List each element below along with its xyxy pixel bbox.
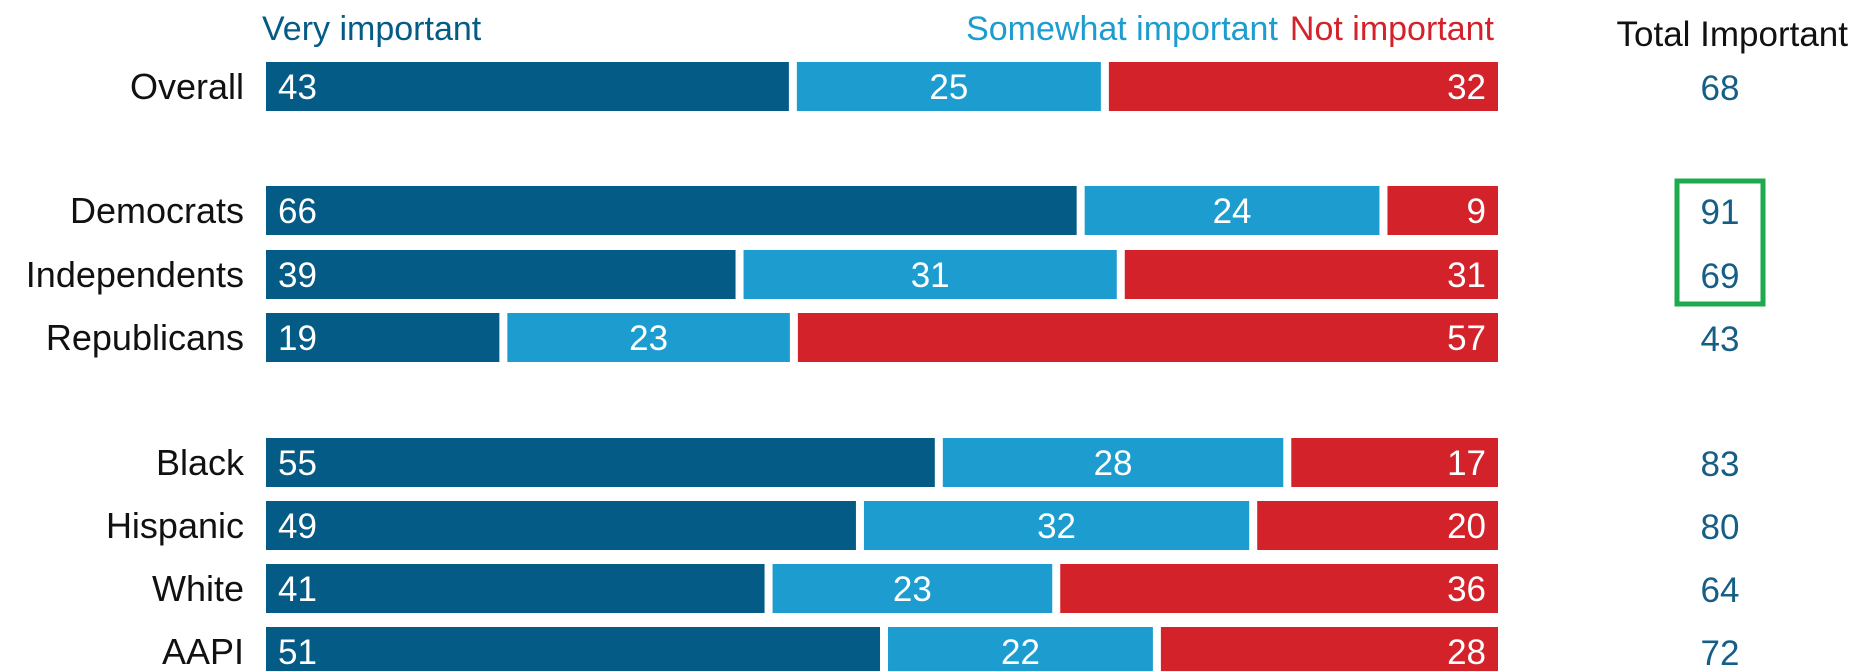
row-hispanic: Hispanic 49 32 20 80 — [106, 501, 1740, 550]
row-black: Black 55 28 17 83 — [156, 438, 1740, 487]
value-somewhat-important-hispanic: 32 — [1037, 507, 1076, 546]
bar-somewhat-important-black — [942, 438, 1284, 487]
bar-somewhat-important-republicans — [507, 313, 790, 362]
bar-very-important-white — [266, 564, 765, 613]
value-somewhat-important-republicans: 23 — [629, 319, 668, 358]
value-somewhat-important-white: 23 — [893, 570, 932, 609]
value-somewhat-important-overall: 25 — [929, 68, 968, 107]
total-important-header: Total Important — [1617, 15, 1849, 54]
chart-rows: Overall 43 25 32 68 Democrats 66 24 9 91 Independe… — [26, 62, 1766, 671]
row-label-white: White — [152, 568, 244, 609]
bar-very-important-hispanic — [266, 501, 856, 550]
row-label-republicans: Republicans — [46, 317, 244, 358]
row-label-hispanic: Hispanic — [106, 505, 244, 546]
bar-very-important-democrats — [266, 186, 1077, 235]
bar-not-important-overall — [1108, 62, 1498, 111]
bar-very-important-aapi — [266, 627, 881, 671]
value-not-important-overall: 32 — [1447, 68, 1486, 107]
value-very-important-black: 55 — [278, 444, 317, 483]
legend-somewhat-important: Somewhat important — [966, 10, 1278, 48]
total-republicans: 43 — [1701, 320, 1740, 359]
value-very-important-democrats: 66 — [278, 192, 317, 231]
value-very-important-aapi: 51 — [278, 633, 317, 671]
row-label-aapi: AAPI — [162, 631, 244, 671]
value-not-important-aapi: 28 — [1447, 633, 1486, 671]
bar-somewhat-important-overall — [796, 62, 1101, 111]
bar-somewhat-important-democrats — [1084, 186, 1380, 235]
total-aapi: 72 — [1701, 634, 1740, 671]
row-independents: Independents 39 31 31 69 — [26, 250, 1740, 299]
bar-not-important-democrats — [1387, 186, 1498, 235]
value-not-important-independents: 31 — [1447, 256, 1486, 295]
bar-very-important-independents — [266, 250, 736, 299]
legend-not-important: Not important — [1290, 10, 1495, 48]
value-not-important-black: 17 — [1447, 444, 1486, 483]
value-somewhat-important-black: 28 — [1094, 444, 1133, 483]
row-overall: Overall 43 25 32 68 — [130, 62, 1740, 111]
bar-somewhat-important-white — [772, 564, 1053, 613]
totals-highlight-box — [1674, 178, 1766, 307]
value-very-important-republicans: 19 — [278, 319, 317, 358]
row-white: White 41 23 36 64 — [152, 564, 1740, 613]
bar-not-important-aapi — [1160, 627, 1498, 671]
bar-not-important-white — [1060, 564, 1498, 613]
row-democrats: Democrats 66 24 9 91 — [70, 186, 1740, 235]
bar-not-important-republicans — [797, 313, 1498, 362]
bar-very-important-republicans — [266, 313, 500, 362]
value-very-important-white: 41 — [278, 570, 317, 609]
bar-very-important-overall — [266, 62, 789, 111]
bar-very-important-black — [266, 438, 935, 487]
value-not-important-republicans: 57 — [1447, 319, 1486, 358]
value-somewhat-important-independents: 31 — [911, 256, 950, 295]
row-label-democrats: Democrats — [70, 190, 244, 231]
value-very-important-hispanic: 49 — [278, 507, 317, 546]
bar-not-important-independents — [1124, 250, 1498, 299]
total-democrats: 91 — [1701, 193, 1740, 232]
total-black: 83 — [1701, 445, 1740, 484]
bar-not-important-hispanic — [1257, 501, 1498, 550]
value-somewhat-important-democrats: 24 — [1213, 192, 1252, 231]
value-not-important-hispanic: 20 — [1447, 507, 1486, 546]
row-label-black: Black — [156, 442, 245, 483]
value-very-important-overall: 43 — [278, 68, 317, 107]
row-republicans: Republicans 19 23 57 43 — [46, 313, 1740, 362]
bar-somewhat-important-aapi — [888, 627, 1153, 671]
total-independents: 69 — [1701, 257, 1740, 296]
legend: Very important Somewhat important Not im… — [262, 10, 1495, 48]
total-overall: 68 — [1701, 69, 1740, 108]
bar-not-important-black — [1291, 438, 1498, 487]
value-not-important-white: 36 — [1447, 570, 1486, 609]
value-not-important-democrats: 9 — [1467, 192, 1486, 231]
bar-somewhat-important-independents — [743, 250, 1117, 299]
row-aapi: AAPI 51 22 28 72 — [162, 627, 1740, 671]
value-very-important-independents: 39 — [278, 256, 317, 295]
total-hispanic: 80 — [1701, 508, 1740, 547]
bar-somewhat-important-hispanic — [863, 501, 1250, 550]
total-white: 64 — [1701, 571, 1740, 610]
value-somewhat-important-aapi: 22 — [1001, 633, 1040, 671]
row-label-independents: Independents — [26, 254, 244, 295]
row-label-overall: Overall — [130, 66, 244, 107]
legend-very-important: Very important — [262, 10, 482, 48]
